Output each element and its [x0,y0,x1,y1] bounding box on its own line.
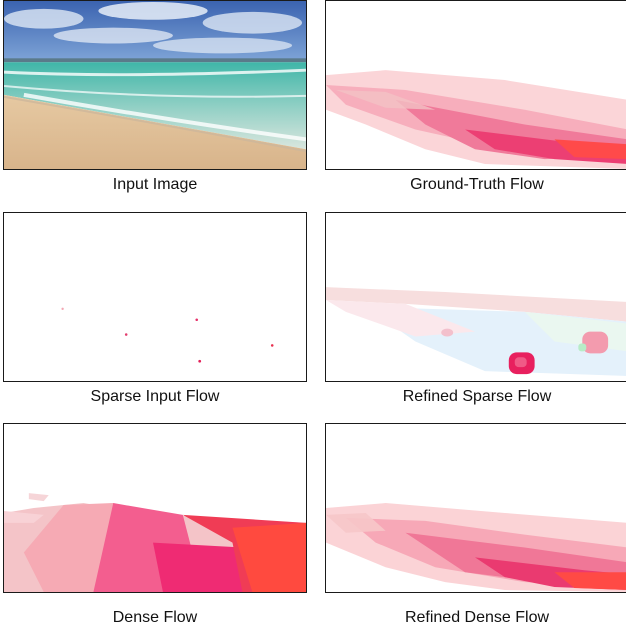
flow-visualization [326,70,626,169]
flow-visualization [4,493,306,592]
panel-caption: Refined Sparse Flow [402,388,552,405]
flow-visualization [326,503,626,592]
refined-sparse-flow-panel [325,212,626,382]
ground-truth-flow-panel [325,0,626,170]
beach-photo [4,1,306,169]
panel-caption: Ground-Truth Flow [410,176,544,193]
sparse-input-flow-panel [3,212,307,382]
panel-caption: Sparse Input Flow [90,388,220,405]
flow-visualization [326,287,626,376]
panel-caption: Input Image [112,176,198,193]
flow-visualization [61,307,274,363]
refined-dense-flow-panel [325,423,626,593]
panel-caption: Refined Dense Flow [404,609,550,626]
panel-caption: Dense Flow [112,609,198,626]
input-image-panel [3,0,307,170]
dense-flow-panel [3,423,307,593]
